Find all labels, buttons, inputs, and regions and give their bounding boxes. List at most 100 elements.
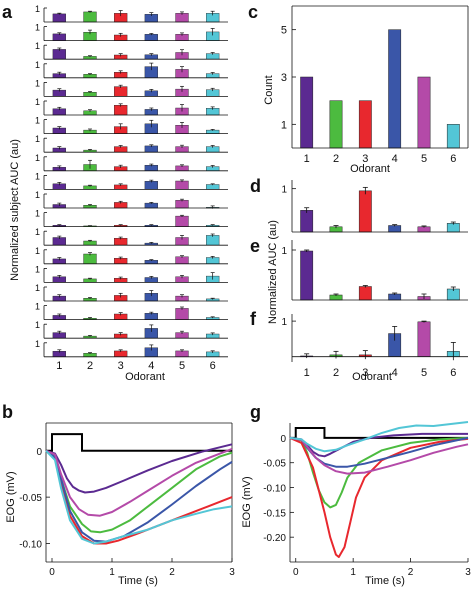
x-tick-label: 6 (450, 367, 456, 379)
bar-odorant-5 (417, 76, 431, 149)
y-tick-label: 1 (35, 60, 40, 70)
panel-e-bar-chart: 1 (281, 240, 468, 301)
panel-b-eog-line-chart: 0 -0.05 -0.10 0 1 2 3 (19, 422, 235, 578)
panel-label-d: d (250, 176, 261, 196)
bar-odorant-2 (83, 253, 97, 265)
panel-b-xlabel: Time (s) (118, 575, 158, 587)
subject-row: 1 (35, 23, 228, 41)
bar-odorant-5 (175, 200, 189, 209)
x-tick-label: 3 (362, 367, 368, 379)
subject-row: 1 (35, 190, 228, 209)
y-tick-label: 1 (281, 119, 287, 131)
y-tick-label: 1 (35, 246, 40, 256)
bar-odorant-1 (52, 49, 66, 60)
y-tick-label: 1 (35, 78, 40, 88)
x-tick-label: 6 (210, 360, 216, 372)
y-tick-label: -0.10 (263, 484, 286, 495)
y-tick-label: 1 (35, 190, 40, 200)
bar-odorant-2 (83, 11, 97, 23)
y-tick-label: 1 (35, 41, 40, 51)
x-tick-label: 5 (421, 367, 427, 379)
y-tick-label: 1 (35, 227, 40, 237)
subject-row: 1 (35, 116, 228, 135)
y-tick-label: -0.20 (263, 533, 286, 544)
subject-row: 1 (35, 153, 228, 172)
subject-row: 1 (35, 60, 228, 79)
panel-label-g: g (250, 402, 261, 422)
y-tick-label: 1 (35, 153, 40, 163)
panel-c-count-bar-chart: 1 3 5 1 2 3 4 5 6 (281, 5, 469, 165)
subject-row: 1 (35, 283, 228, 302)
y-tick-label: 1 (35, 209, 40, 219)
y-tick-label: 0 (36, 447, 42, 458)
x-tick-label: 5 (421, 153, 427, 165)
bar-odorant-5 (417, 321, 431, 357)
x-tick-label: 2 (169, 567, 175, 578)
panel-label-b: b (2, 402, 13, 422)
y-tick-label: 1 (35, 171, 40, 181)
subject-row: 1 (35, 171, 228, 190)
subject-row: 1 (35, 209, 228, 228)
subject-row: 1 (35, 264, 228, 283)
subject-row: 1 (35, 339, 228, 358)
bar-odorant-3 (358, 190, 372, 233)
panel-def-ylabel: Normalized AUC (au) (267, 220, 279, 324)
y-tick-label: 1 (35, 339, 40, 349)
y-tick-label: 1 (35, 4, 40, 14)
bar-odorant-4 (144, 181, 158, 190)
panel-b-ylabel: EOG (mV) (5, 471, 17, 522)
bar-odorant-3 (358, 286, 372, 301)
panel-g-xlabel: Time (s) (365, 575, 405, 587)
eog-trace-odorant-5 (289, 436, 469, 475)
x-tick-label: 4 (392, 367, 398, 379)
bar-odorant-4 (144, 202, 158, 209)
bar-odorant-5 (175, 308, 189, 320)
x-tick-label: 0 (49, 567, 55, 578)
y-tick-label: -0.10 (19, 539, 42, 550)
subject-row: 1 (35, 302, 228, 321)
bar-odorant-3 (358, 100, 372, 149)
eog-trace-odorant-2 (45, 449, 233, 534)
y-tick-label: 1 (281, 317, 287, 328)
bar-odorant-6 (206, 235, 220, 246)
bar-odorant-2 (329, 100, 343, 149)
bar-odorant-3 (114, 104, 128, 116)
bar-odorant-1 (300, 210, 314, 233)
x-tick-label: 3 (229, 567, 235, 578)
x-tick-label: 2 (333, 367, 339, 379)
x-tick-label: 2 (408, 567, 414, 578)
x-tick-label: 6 (450, 153, 456, 165)
x-tick-label: 4 (392, 153, 398, 165)
bar-odorant-4 (144, 34, 158, 41)
x-tick-label: 0 (293, 567, 299, 578)
subject-row: 1 (35, 246, 228, 265)
y-tick-label: 1 (35, 134, 40, 144)
subject-row: 1 (35, 134, 228, 153)
y-tick-label: 1 (35, 320, 40, 330)
panel-c-ylabel: Count (263, 75, 275, 104)
y-tick-label: 1 (281, 185, 287, 196)
bar-odorant-5 (175, 215, 189, 227)
y-tick-label: 1 (35, 116, 40, 126)
panel-f-bar-chart: 1 1 2 3 4 5 6 (281, 314, 468, 379)
panel-label-c: c (248, 2, 258, 22)
panel-a-xlabel: Odorant (125, 371, 165, 383)
panel-label-a: a (2, 2, 13, 22)
x-tick-label: 1 (56, 360, 62, 372)
y-tick-label: 1 (35, 97, 40, 107)
y-tick-label: 1 (35, 302, 40, 312)
bar-odorant-1 (300, 76, 314, 149)
y-tick-label: 5 (281, 25, 287, 37)
x-tick-label: 2 (87, 360, 93, 372)
panel-g-eog-line-chart: 0 -0.05 -0.10 -0.15 -0.20 0 1 2 3 (263, 421, 471, 578)
panel-d-bar-chart: 1 (281, 180, 468, 233)
bar-odorant-6 (446, 124, 460, 149)
y-tick-label: 1 (35, 264, 40, 274)
bar-odorant-1 (300, 250, 314, 301)
x-tick-label: 3 (118, 360, 124, 372)
bar-odorant-4 (388, 29, 402, 149)
eog-trace-odorant-5 (45, 447, 233, 517)
y-tick-label: -0.05 (263, 459, 286, 470)
eog-trace-odorant-1 (45, 443, 233, 494)
panel-c-xlabel: Odorant (350, 163, 390, 175)
